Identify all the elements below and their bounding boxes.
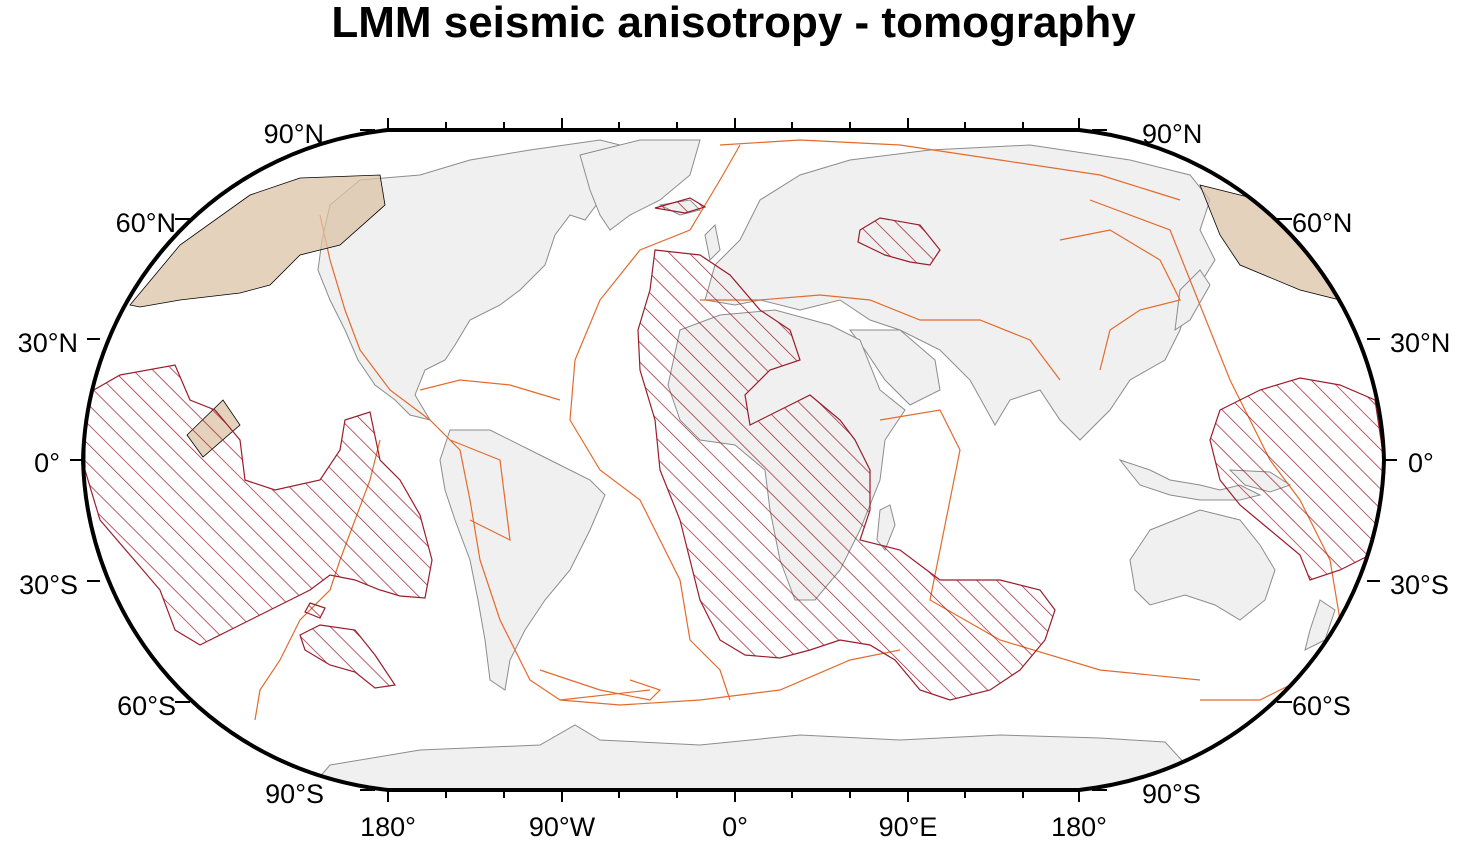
map-title: LMM seismic anisotropy - tomography (331, 0, 1136, 47)
lat-label-left: 90°S (265, 779, 324, 809)
alaska-shaded-region (129, 174, 386, 308)
asia-interior-boundary (1059, 229, 1181, 371)
africa-atlantic-hatched-region (637, 249, 1056, 701)
south-pacific-hatched-region (299, 624, 397, 689)
north-america-landmass (317, 139, 641, 421)
lon-label: 90°W (529, 812, 596, 842)
longitude-labels: 180° 90°W 0° 90°E 180° (360, 812, 1107, 842)
eurasia-africa-boundary (700, 294, 1061, 381)
arctic-ridge (719, 139, 1181, 201)
caribbean-boundary (419, 379, 561, 401)
eurasia-landmass (704, 144, 1216, 441)
south-pacific-hatched-islet (304, 602, 326, 619)
greenland-landmass (579, 139, 701, 231)
arabian-peninsula-landmass (849, 329, 941, 406)
western-pacific-hatched-region (1209, 377, 1384, 581)
japan-landmass (1174, 269, 1211, 332)
australia-landmass (1129, 509, 1276, 621)
lat-label-right: 30°N (1390, 328, 1450, 358)
new-zealand-landmass (1304, 599, 1336, 651)
lon-label: 180° (360, 812, 416, 842)
southern-ocean-ridge (559, 649, 901, 706)
pacific-hatched-region (84, 364, 433, 646)
left-latitude-labels: 90°N 60°N 30°N 0° 30°S 60°S 90°S (18, 119, 324, 809)
scotia-boundary (539, 669, 662, 701)
lat-label-right: 90°S (1142, 779, 1201, 809)
right-latitude-labels: 90°N 60°N 30°N 0° 30°S 60°S 90°S (1142, 119, 1450, 809)
lat-label-right: 0° (1408, 448, 1434, 478)
british-isles-landmass (704, 223, 721, 262)
lon-label: 90°E (879, 812, 938, 842)
lon-label: 0° (722, 812, 748, 842)
lat-label-left: 0° (34, 448, 60, 478)
lat-label-left: 30°S (19, 570, 78, 600)
nazca-boundary (449, 439, 511, 542)
lat-label-left: 30°N (18, 328, 78, 358)
madagascar-landmass (876, 504, 896, 551)
indian-ocean-ridge (879, 409, 1201, 681)
lat-label-right: 60°N (1292, 208, 1352, 238)
lat-label-right: 30°S (1390, 570, 1449, 600)
lat-label-left: 60°N (116, 208, 176, 238)
tick-marks (70, 118, 1397, 802)
lon-label: 180° (1051, 812, 1107, 842)
north-atlantic-hatched-islet (654, 197, 707, 214)
mid-atlantic-ridge (569, 144, 741, 701)
south-america-landmass (439, 429, 606, 691)
siberia-hatched-region (857, 217, 941, 266)
lat-label-right: 60°S (1292, 691, 1351, 721)
lat-label-left: 90°N (264, 119, 324, 149)
lat-label-left: 60°S (117, 691, 176, 721)
lat-label-right: 90°N (1142, 119, 1202, 149)
hatched-regions-layer (84, 197, 1384, 701)
antarctica-landmass (298, 724, 1201, 790)
pacific-rim-east (319, 214, 651, 701)
